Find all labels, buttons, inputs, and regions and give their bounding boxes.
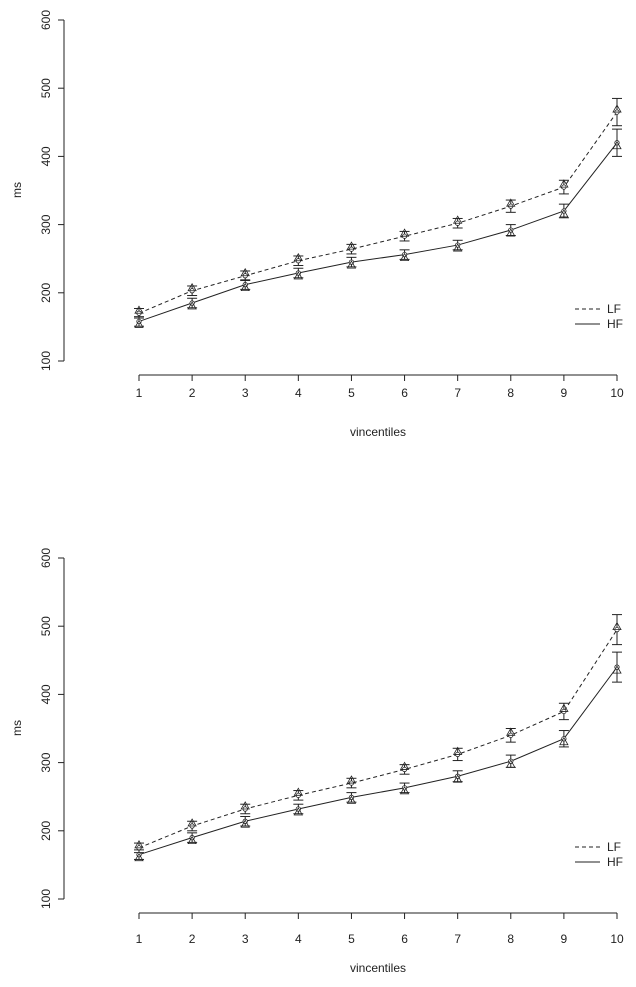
data-point-triangle	[134, 852, 144, 862]
x-tick-label: 8	[507, 932, 514, 946]
x-tick-label: 2	[189, 386, 196, 400]
data-point-triangle	[346, 260, 357, 269]
x-tick-label: 2	[189, 932, 196, 946]
y-tick-label: 500	[39, 616, 53, 636]
data-point-triangle	[452, 774, 463, 783]
y-axis-label: ms	[10, 182, 24, 198]
y-axis-label: ms	[10, 720, 24, 736]
x-axis-label: vincentiles	[350, 961, 406, 975]
y-tick-label: 400	[39, 684, 53, 704]
legend-label-hf: HF	[607, 855, 623, 869]
data-point-triangle	[187, 282, 197, 292]
data-point-triangle	[240, 819, 250, 828]
x-tick-label: 7	[454, 932, 461, 946]
series-line-hf	[138, 142, 618, 322]
data-point-triangle	[452, 215, 463, 224]
x-tick-label: 7	[454, 386, 461, 400]
x-tick-label: 4	[295, 932, 302, 946]
data-point-triangle	[134, 840, 144, 849]
x-tick-label: 6	[401, 386, 408, 400]
x-axis-label: vincentiles	[350, 425, 406, 439]
data-point-triangle	[240, 801, 250, 810]
x-tick-label: 8	[507, 386, 514, 400]
y-tick-label: 600	[39, 548, 53, 568]
data-point-triangle	[452, 746, 463, 755]
x-tick-label: 5	[348, 386, 355, 400]
y-tick-label: 400	[39, 146, 53, 166]
data-point-triangle	[346, 795, 357, 804]
data-point-triangle	[187, 301, 197, 310]
x-tick-label: 3	[242, 386, 249, 400]
data-point-triangle	[134, 305, 144, 314]
y-tick-label: 200	[39, 282, 53, 302]
data-point-triangle	[612, 665, 622, 674]
x-tick-label: 10	[610, 386, 624, 400]
data-point-triangle	[559, 209, 569, 218]
y-tick-label: 200	[39, 820, 53, 840]
y-tick-label: 600	[39, 10, 53, 30]
data-point-triangle	[612, 104, 622, 113]
data-point-triangle	[240, 282, 250, 292]
data-point-triangle	[506, 228, 516, 237]
data-point-triangle	[612, 140, 622, 150]
x-tick-label: 10	[610, 932, 624, 946]
series-line-lf	[138, 111, 618, 314]
data-point-triangle	[612, 621, 622, 631]
legend-label-lf: LF	[607, 302, 621, 316]
data-point-triangle	[452, 243, 463, 252]
legend-label-lf: LF	[607, 840, 621, 854]
y-tick-label: 500	[39, 78, 53, 98]
data-point-triangle	[399, 786, 410, 795]
data-point-triangle	[399, 252, 410, 262]
data-point-triangle	[293, 807, 304, 816]
data-point-triangle	[293, 252, 304, 262]
data-point-triangle	[293, 271, 304, 280]
data-point-triangle	[187, 835, 197, 845]
x-tick-label: 1	[136, 932, 143, 946]
data-point-triangle	[559, 703, 569, 712]
data-point-triangle	[240, 267, 250, 277]
data-point-triangle	[399, 761, 410, 770]
bottom-chart: 100 200 300 400 500 600 ms 1 2 3 4 5 6 7 8 9 10 vincentil…	[10, 548, 624, 975]
data-point-triangle	[559, 179, 569, 188]
series-line-hf	[138, 666, 618, 856]
y-tick-label: 300	[39, 752, 53, 772]
series-line-lf	[138, 629, 618, 849]
data-point-triangle	[134, 319, 144, 328]
data-point-triangle	[346, 241, 357, 250]
data-point-triangle	[559, 736, 569, 746]
data-point-triangle	[187, 818, 197, 827]
data-point-triangle	[506, 759, 516, 768]
x-tick-label: 9	[561, 386, 568, 400]
y-tick-label: 100	[39, 889, 53, 909]
top-chart: 100 200 300 400 500 600 ms 1 2 3 4 5 6 7 8 9 10 vincentil…	[10, 10, 624, 439]
x-tick-label: 3	[242, 932, 249, 946]
data-point-triangle	[399, 228, 410, 237]
x-tick-label: 6	[401, 932, 408, 946]
data-point-triangle	[506, 727, 516, 736]
data-point-triangle	[506, 198, 516, 207]
x-tick-label: 5	[348, 932, 355, 946]
x-tick-label: 9	[561, 932, 568, 946]
legend-label-hf: HF	[607, 317, 623, 331]
x-tick-label: 1	[136, 386, 143, 400]
y-tick-label: 100	[39, 351, 53, 371]
x-tick-label: 4	[295, 386, 302, 400]
y-tick-label: 300	[39, 214, 53, 234]
data-point-triangle	[346, 775, 357, 784]
data-point-triangle	[293, 787, 304, 796]
